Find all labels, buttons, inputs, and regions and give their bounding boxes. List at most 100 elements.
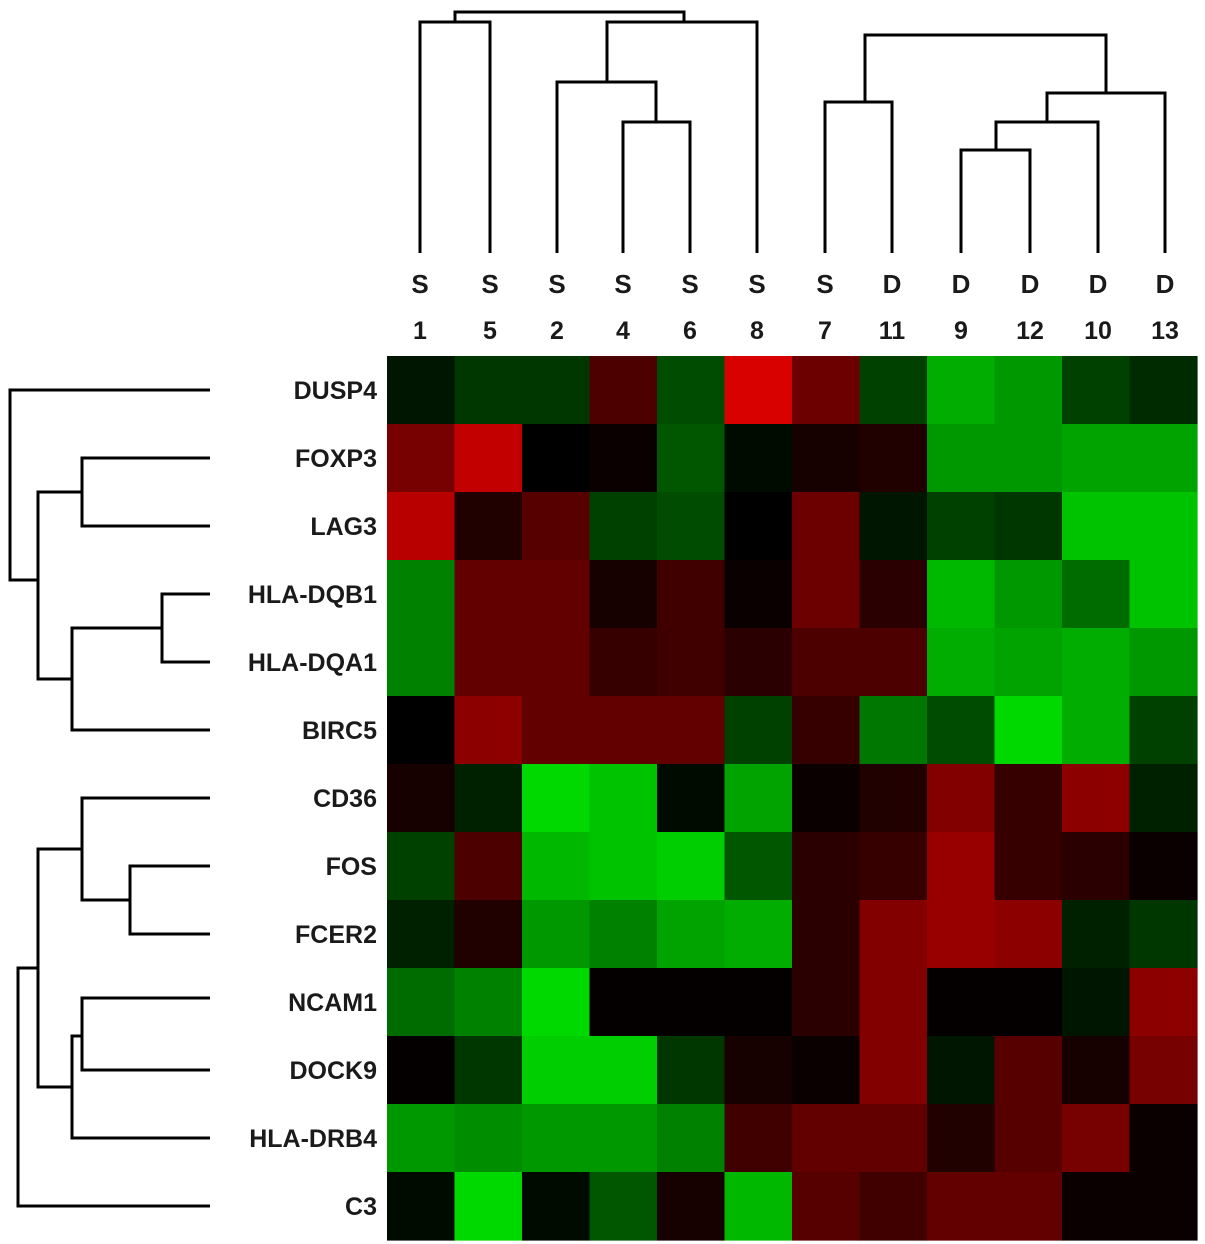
heatmap-cell <box>859 900 928 969</box>
heatmap-cell <box>1129 1036 1198 1105</box>
column-group-label: S <box>816 269 833 299</box>
heatmap-cell <box>792 1036 861 1105</box>
heatmap-cell <box>994 560 1063 629</box>
col-dendro-branch <box>1045 91 1167 253</box>
heatmap-cell <box>859 424 928 493</box>
heatmap-cell <box>387 968 456 1037</box>
column-group-label: S <box>481 269 498 299</box>
heatmap-cell <box>724 492 793 561</box>
heatmap-cell <box>859 832 928 901</box>
row-dendro-branch <box>128 864 210 936</box>
col-dendro-branch <box>823 100 894 253</box>
row-label: LAG3 <box>310 513 377 541</box>
heatmap-cell <box>454 424 523 493</box>
column-id-label: 9 <box>954 317 968 345</box>
heatmap-cell <box>454 628 523 697</box>
heatmap-cell <box>859 1104 928 1173</box>
heatmap-cell <box>1062 424 1131 493</box>
heatmap-cell <box>927 492 996 561</box>
heatmap-cell <box>1129 1104 1198 1173</box>
heatmap-cell <box>994 900 1063 969</box>
heatmap-cell <box>454 1104 523 1173</box>
column-id-labels: 1 5 2 4 6 8 7 11 9 12 10 13 <box>413 317 1179 345</box>
heatmap-cell <box>589 628 658 697</box>
heatmap-cell <box>522 560 591 629</box>
heatmap-cell <box>859 1036 928 1105</box>
heatmap-cell <box>1129 492 1198 561</box>
column-id-label: 8 <box>750 317 764 345</box>
heatmap-cell <box>724 560 793 629</box>
heatmap-cell <box>859 628 928 697</box>
heatmap-cell <box>792 832 861 901</box>
heatmap-cell <box>589 1036 658 1105</box>
heatmap-cell <box>657 832 726 901</box>
heatmap-cell <box>792 492 861 561</box>
heatmap-cell <box>927 832 996 901</box>
heatmap-cell <box>1129 356 1198 425</box>
column-id-label: 4 <box>616 317 630 345</box>
heatmap-cell <box>454 560 523 629</box>
column-group-label: S <box>411 269 428 299</box>
row-dendrogram <box>8 388 210 1208</box>
heatmap-cell <box>994 1104 1063 1173</box>
row-label: FOXP3 <box>295 445 377 473</box>
heatmap-cell <box>1062 968 1131 1037</box>
heatmap-cell <box>522 1036 591 1105</box>
heatmap-cell <box>657 628 726 697</box>
heatmap-cell <box>792 696 861 765</box>
heatmap-cell <box>927 1036 996 1105</box>
heatmap-cell <box>454 492 523 561</box>
column-id-label: 5 <box>483 317 497 345</box>
col-dendro-branch <box>418 20 492 253</box>
heatmap-cell <box>1062 1104 1131 1173</box>
heatmap-cell <box>927 1104 996 1173</box>
heatmap-cell <box>1062 696 1131 765</box>
heatmap-cell <box>589 900 658 969</box>
heatmap-cell <box>387 1104 456 1173</box>
heatmap-cell <box>927 560 996 629</box>
heatmap-cell <box>387 424 456 493</box>
row-label: DOCK9 <box>289 1057 377 1085</box>
row-label: FOS <box>326 853 377 881</box>
heatmap-cell <box>927 764 996 833</box>
heatmap-cell <box>657 356 726 425</box>
heatmap-cell <box>792 628 861 697</box>
heatmap-cell <box>522 900 591 969</box>
col-dendro-branch <box>863 33 1108 102</box>
row-dendro-branch <box>36 847 82 1089</box>
heatmap-cells <box>387 356 1198 1241</box>
heatmap-cell <box>454 968 523 1037</box>
col-dendro-branch <box>555 80 658 253</box>
column-id-label: 13 <box>1151 317 1179 345</box>
heatmap-cell <box>522 356 591 425</box>
heatmap-cell <box>1129 696 1198 765</box>
heatmap-cell <box>994 696 1063 765</box>
heatmap-cell <box>387 696 456 765</box>
heatmap-cell <box>387 764 456 833</box>
heatmap-cell <box>1129 832 1198 901</box>
heatmap-cell <box>724 1036 793 1105</box>
heatmap-cell <box>927 968 996 1037</box>
heatmap-cell <box>994 832 1063 901</box>
col-dendro-branch <box>453 10 686 22</box>
heatmap-cell <box>1062 764 1131 833</box>
heatmap-cell <box>724 356 793 425</box>
heatmap-cell <box>859 1172 928 1241</box>
heatmap-cell <box>522 492 591 561</box>
heatmap-cell <box>927 424 996 493</box>
heatmap-cell <box>724 424 793 493</box>
heatmap-cell <box>1129 764 1198 833</box>
column-dendrogram <box>418 10 1167 253</box>
heatmap-cell <box>859 696 928 765</box>
row-labels: DUSP4 FOXP3 LAG3 HLA-DQB1 HLA-DQA1 BIRC5 CD36 F… <box>248 377 377 1221</box>
heatmap-cell <box>994 968 1063 1037</box>
heatmap-cell <box>994 628 1063 697</box>
heatmap-cell <box>724 900 793 969</box>
row-label: FCER2 <box>295 921 377 949</box>
heatmap-cell <box>657 424 726 493</box>
heatmap-cell <box>387 900 456 969</box>
heatmap-cell <box>1062 1172 1131 1241</box>
column-group-label: D <box>1156 269 1175 299</box>
